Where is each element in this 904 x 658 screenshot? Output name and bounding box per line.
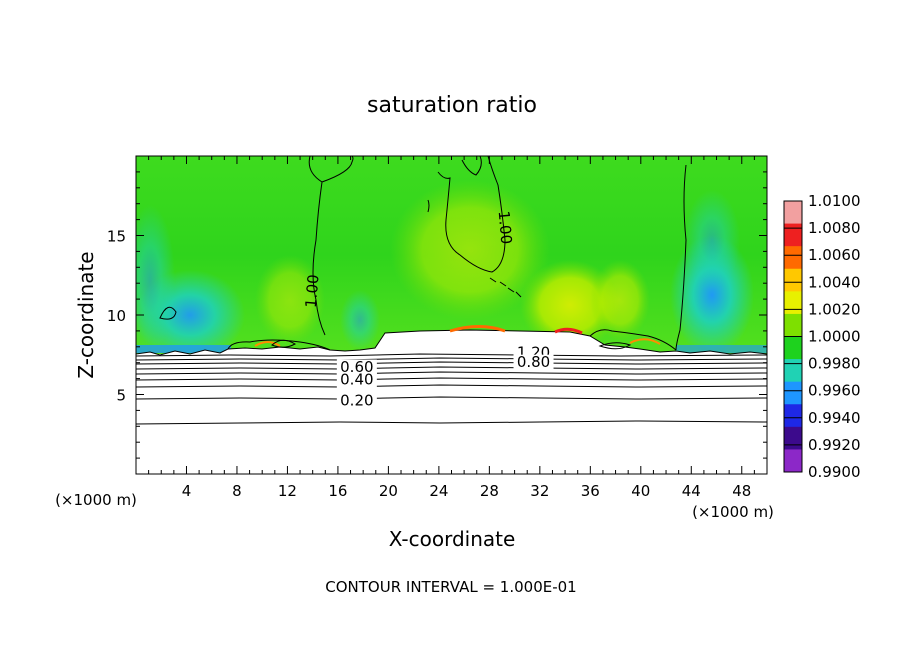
colorbar-segment	[784, 426, 802, 450]
x-tick-label: 20	[379, 482, 398, 500]
contour-line	[271, 339, 296, 348]
colorbar-label: 1.0020	[808, 300, 861, 318]
colorbar-label: 1.0040	[808, 273, 861, 291]
field-cyan-right-2	[684, 190, 740, 290]
colorbar-segment	[784, 359, 802, 383]
contour-line	[427, 199, 430, 213]
contour-line	[437, 156, 506, 273]
x-unit-left: (×1000 m)	[55, 491, 137, 509]
contour-line	[598, 342, 632, 350]
contour-label-bg	[336, 359, 377, 376]
colorbar-label: 1.0100	[808, 192, 861, 210]
warm-highlight-4	[629, 338, 661, 345]
contour-line	[136, 371, 767, 375]
contour-line	[159, 306, 177, 320]
contour-label: 0.20	[340, 391, 373, 409]
x-tick-label: 32	[530, 482, 549, 500]
colorbar-label: 1.0000	[808, 328, 861, 346]
colorbar-label: 0.9980	[808, 355, 861, 373]
x-axis: 4 8 12 16 20 24 28 32 36 40 44 48	[148, 156, 755, 500]
contour-line	[136, 384, 767, 388]
warm-highlight-2	[554, 327, 583, 335]
x-tick-label: 12	[278, 482, 297, 500]
x-tick-label: 36	[581, 482, 600, 500]
contour-interval-footer: CONTOUR INTERVAL = 1.000E-01	[325, 578, 576, 596]
contour-label: 0.40	[340, 371, 373, 389]
contour-line	[136, 396, 767, 400]
contour-label: 1.00	[495, 210, 516, 245]
contour-line	[136, 366, 767, 370]
x-tick-label: 4	[182, 482, 192, 500]
field-blue-fringe-left	[136, 345, 231, 353]
field-lighter-3	[590, 260, 650, 340]
contour-labels: 1.001.000.600.400.201.200.80	[302, 210, 554, 409]
colorbar-segment	[784, 381, 802, 405]
colorbar-label: 0.9900	[808, 463, 861, 481]
contour-line	[136, 361, 767, 365]
contour-line	[136, 357, 767, 361]
field-cyan-left-2	[136, 205, 175, 355]
contour-line	[499, 281, 507, 287]
contour-label-bg	[336, 372, 377, 389]
colorbar-segment	[784, 201, 802, 225]
plot-area: 1.001.000.600.400.201.200.80	[136, 156, 767, 474]
contour-line	[515, 291, 522, 298]
x-tick-label: 28	[480, 482, 499, 500]
x-tick-label: 16	[328, 482, 347, 500]
warm-highlight-3	[254, 341, 281, 347]
contour-label: 0.80	[517, 353, 550, 371]
x-tick-label: 8	[232, 482, 242, 500]
contour-label: 0.60	[340, 358, 373, 376]
y-tick-label: 5	[116, 387, 126, 405]
contour-line	[312, 181, 326, 336]
contour-line	[136, 377, 767, 381]
colorbar-label: 1.0060	[808, 246, 861, 264]
contour-label-bg	[513, 354, 554, 371]
x-tick-label: 48	[732, 482, 751, 500]
contour-line	[461, 156, 482, 176]
colorbar-segment	[784, 291, 802, 315]
chart-title: saturation ratio	[367, 93, 537, 118]
x-axis-label: X-coordinate	[389, 527, 516, 551]
y-axis-label: Z-coordinate	[74, 251, 98, 378]
colorbar-segment	[784, 449, 802, 473]
colorbar-label: 0.9920	[808, 436, 861, 454]
y-tick-label: 10	[107, 307, 126, 325]
contour-line	[308, 156, 354, 183]
colorbar-segment	[784, 313, 802, 337]
field-cyan-mid	[340, 290, 380, 350]
colorbar-label: 0.9960	[808, 382, 861, 400]
x-tick-label: 44	[682, 482, 701, 500]
y-axis: 5 10 15	[107, 171, 767, 459]
colorbar-segment	[784, 223, 802, 247]
contour-line	[675, 164, 687, 351]
colorbar-segment	[784, 246, 802, 270]
field-blue-fringe-right	[676, 345, 767, 353]
colorbar-segment	[784, 336, 802, 360]
contour-label-bg	[336, 392, 377, 409]
contour-line	[589, 329, 677, 351]
warm-highlight-1	[449, 325, 506, 333]
contour-lines	[136, 156, 767, 425]
x-tick-label: 24	[429, 482, 448, 500]
contour-label: 1.00	[302, 274, 323, 309]
x-unit-right: (×1000 m)	[692, 503, 774, 521]
colorbar-segment	[784, 268, 802, 292]
contour-line	[489, 277, 497, 283]
colorbar-segment	[784, 404, 802, 428]
contour-line	[136, 353, 767, 357]
field-lighter-4	[255, 255, 325, 345]
colorbar-label: 1.0080	[808, 219, 861, 237]
contour-line	[227, 339, 331, 351]
contour-line	[507, 287, 515, 293]
contour-line	[136, 420, 767, 425]
white-region	[136, 329, 767, 474]
x-tick-label: 40	[631, 482, 650, 500]
field-lighter-1	[390, 180, 550, 320]
colorbar-label: 0.9940	[808, 409, 861, 427]
y-tick-label: 15	[107, 228, 126, 246]
colorbar: 1.0100 1.0080 1.0060 1.0040 1.0020 1.0000 0.99…	[783, 192, 861, 481]
